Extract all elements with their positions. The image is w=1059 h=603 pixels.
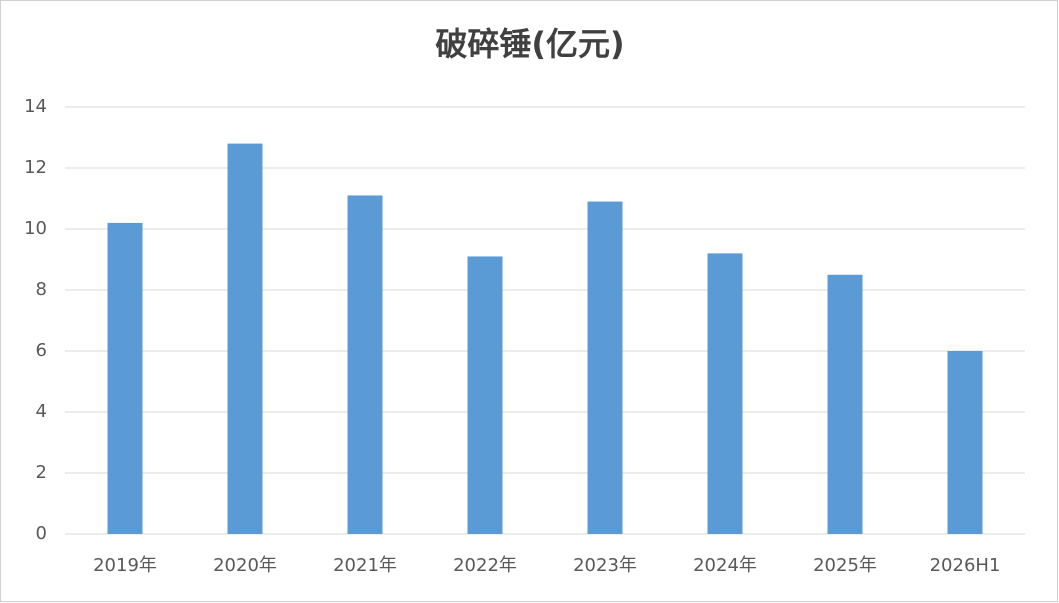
bar [587,201,623,535]
bar [107,222,143,534]
bar [347,195,383,534]
y-tick-label: 8 [36,279,47,300]
bar [707,253,743,534]
x-tick-label: 2023年 [573,555,637,576]
bar [227,143,263,534]
x-tick-label: 2019年 [93,555,157,576]
y-tick-label: 10 [24,218,47,239]
y-tick-label: 0 [36,523,47,544]
x-tick-label: 2025年 [813,555,877,576]
bar [467,256,503,534]
x-tick-label: 2026H1 [930,555,1001,576]
y-tick-label: 14 [24,96,47,117]
x-tick-label: 2024年 [693,555,757,576]
bar [947,351,983,534]
x-tick-label: 2020年 [213,555,277,576]
y-tick-label: 4 [36,401,47,422]
x-tick-label: 2022年 [453,555,517,576]
y-tick-label: 2 [36,462,47,483]
bar [827,274,863,534]
y-tick-label: 12 [24,157,47,178]
y-tick-label: 6 [36,340,47,361]
x-tick-label: 2021年 [333,555,397,576]
chart-title: 破碎锤(亿元) [435,25,624,63]
